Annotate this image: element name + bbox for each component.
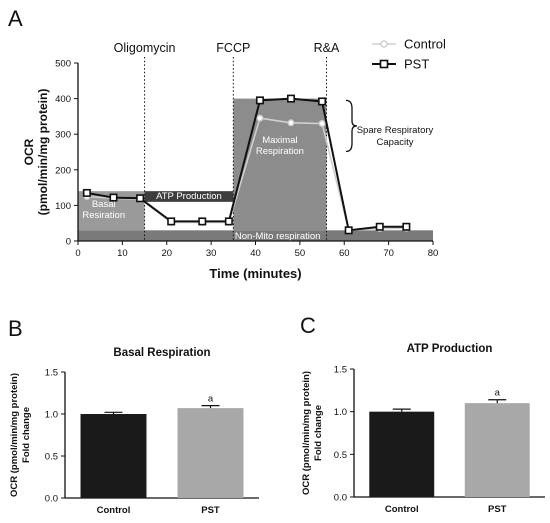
injection-label: Oligomycin: [114, 41, 176, 55]
data-point-pst: [286, 94, 295, 103]
y-tick-label: 1.0: [45, 410, 58, 421]
region-label: Proton Leak: [159, 221, 210, 232]
y-tick-label: 0.0: [334, 493, 347, 504]
curly-brace: [345, 99, 358, 153]
injection-label: R&A: [314, 41, 340, 55]
category-label: Control: [385, 504, 419, 515]
region-box: [78, 230, 433, 241]
bar-pst: [177, 408, 244, 498]
data-point-control: [287, 119, 295, 127]
significance-marker: a: [208, 394, 214, 405]
category-label: Control: [97, 505, 131, 516]
data-point-control: [318, 120, 326, 128]
y-axis-title-line: OCR (pmol/min/mg protein): [9, 373, 20, 497]
data-point-pst: [344, 226, 353, 235]
data-point-pst: [198, 217, 207, 226]
y-axis-title: OCR (pmol/min/mg protein) Fold change: [9, 373, 32, 497]
x-tick-label: 50: [295, 248, 306, 259]
legend: Control PST: [372, 37, 446, 72]
panel-b-letter: B: [8, 316, 23, 341]
x-tick-label: 30: [206, 248, 217, 259]
region-label: Respiration: [256, 146, 304, 157]
panel-c-letter: C: [300, 313, 316, 338]
data-point-pst: [82, 188, 91, 197]
y-tick-label: 1.5: [45, 368, 58, 379]
y-tick-label: 100: [55, 201, 71, 212]
spare-capacity-label: Capacity: [377, 137, 414, 148]
region-label: Maximal: [262, 135, 297, 146]
y-tick-label: 300: [55, 130, 71, 141]
bar-pst: [464, 403, 530, 497]
legend-marker-control: [380, 40, 388, 48]
spare-capacity-label: Spare Respiratory: [357, 125, 434, 136]
y-tick-label: 0: [66, 237, 71, 248]
y-axis-title-line: (pmol/min/mg protein): [36, 89, 50, 216]
panel-c-chart: C ATP Production 0.0 0.5 1.0 1.5 Control a PST OC…: [300, 313, 545, 515]
bar-control: [80, 414, 147, 498]
y-axis-title-line: Fold change: [313, 405, 324, 461]
region-label: Resiration: [82, 210, 125, 221]
data-point-pst: [167, 217, 176, 226]
region-label: ATP Production: [156, 191, 222, 202]
region-box: [144, 191, 234, 202]
x-axis-title: Time (minutes): [209, 266, 301, 281]
y-tick-label: 1.0: [334, 407, 347, 418]
data-point-pst: [109, 193, 118, 202]
significance-marker: a: [495, 388, 501, 399]
y-tick-label: 0.5: [334, 450, 347, 461]
y-tick-label: 400: [55, 94, 71, 105]
y-tick-label: 200: [55, 165, 71, 176]
data-point-pst: [318, 97, 327, 106]
legend-marker-pst: [379, 59, 389, 69]
y-axis-title: OCR (pmol/min/mg protein) Fold change: [301, 371, 324, 495]
data-point-control: [256, 114, 264, 122]
region-label: Basal: [92, 199, 116, 210]
bar-chart-title: ATP Production: [407, 343, 493, 355]
bar-control: [369, 411, 435, 497]
y-tick-label: 0.0: [45, 494, 58, 505]
data-point-pst: [255, 96, 264, 105]
x-tick-label: 40: [250, 248, 261, 259]
x-tick-label: 0: [75, 248, 80, 259]
y-axis-title-line: OCR: [22, 138, 36, 165]
legend-label: PST: [404, 57, 429, 72]
data-point-pst: [375, 222, 384, 231]
y-tick-label: 0.5: [45, 452, 58, 463]
data-point-pst: [136, 194, 145, 203]
panel-b-chart: B Basal Respiration 0.0 0.5 1.0 1.5 Control a PS…: [8, 316, 259, 516]
region-label: Non-Mito respiration: [235, 231, 321, 242]
series-line-pst: [86, 97, 407, 232]
x-tick-label: 20: [161, 248, 172, 259]
x-tick-label: 70: [383, 248, 394, 259]
panel-a-letter: A: [8, 6, 23, 31]
x-tick-label: 60: [339, 248, 350, 259]
x-tick-label: 10: [117, 248, 128, 259]
region-box: [144, 221, 234, 231]
data-point-pst: [402, 222, 411, 231]
region-box: [233, 98, 327, 231]
legend-label: Control: [404, 37, 446, 52]
bar-chart-title: Basal Respiration: [113, 347, 210, 359]
y-axis-title-line: Fold change: [21, 407, 32, 463]
x-tick-label: 80: [428, 248, 439, 259]
category-label: PST: [201, 505, 220, 516]
injection-label: FCCP: [216, 41, 250, 55]
y-tick-label: 1.5: [334, 365, 347, 376]
data-point-pst: [224, 217, 233, 226]
category-label: PST: [488, 504, 507, 515]
y-axis-title-line: OCR (pmol/min/mg protein): [301, 371, 312, 495]
y-axis-title: OCR (pmol/min/mg protein): [22, 89, 50, 216]
y-tick-label: 500: [55, 59, 71, 70]
